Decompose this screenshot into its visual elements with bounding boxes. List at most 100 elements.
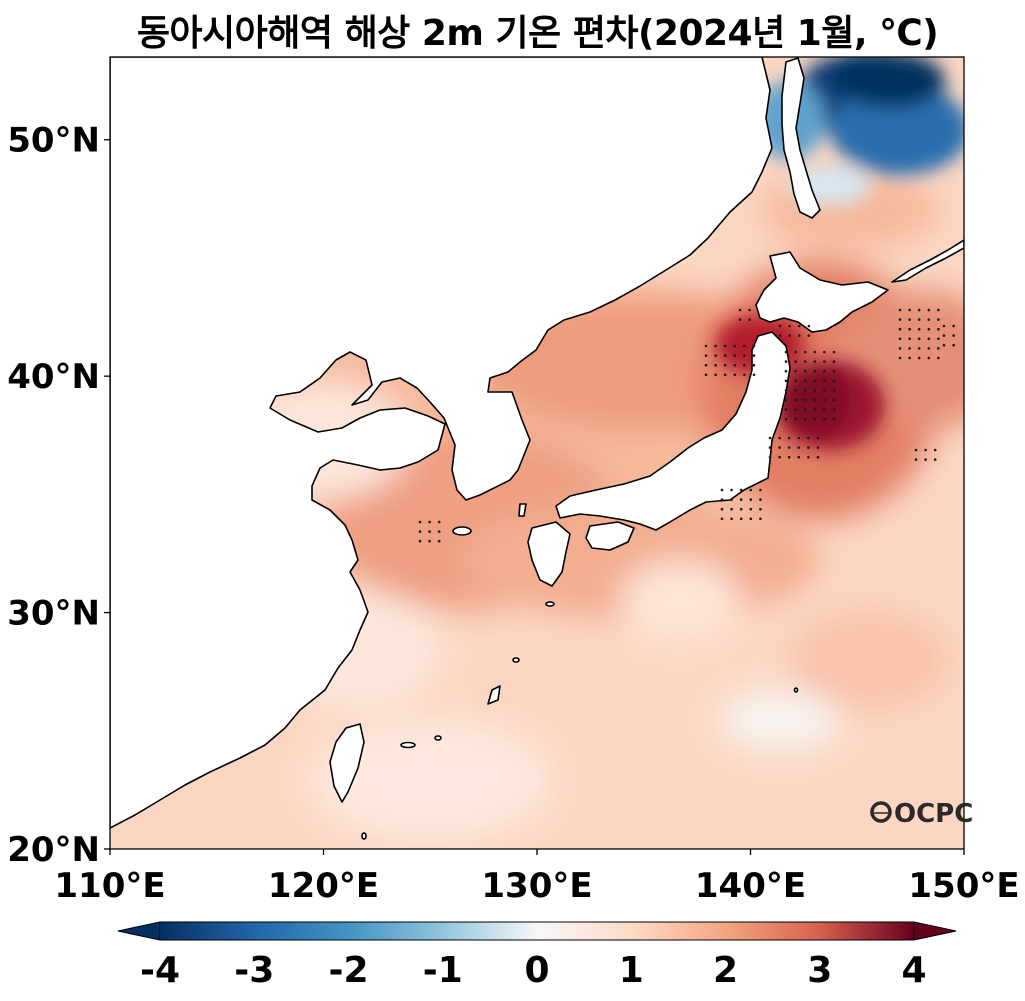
logo-text: OCPC (894, 799, 973, 829)
stipple-dot (428, 539, 431, 543)
stipple-dot (749, 498, 753, 501)
stipple-dot (927, 308, 931, 312)
stipple-dot (730, 517, 733, 521)
stipple-dot (908, 308, 911, 312)
stipple-dot (794, 389, 797, 392)
stipple-dot (730, 507, 733, 511)
stipple-dot (787, 455, 791, 459)
stipple-dot (794, 369, 797, 373)
stipple-dot (803, 350, 807, 354)
stipple-dot (784, 398, 788, 402)
stipple-dot (813, 389, 817, 392)
stipple-dot (784, 389, 788, 392)
stipple-dot (730, 488, 733, 492)
stipple-dot (803, 360, 807, 363)
stipple-dot (437, 539, 441, 543)
stipple-dot (908, 356, 911, 360)
stipple-dot (952, 343, 955, 347)
hokkaido (755, 251, 889, 333)
stipple-dot (807, 436, 810, 440)
stipple-dot (917, 318, 921, 321)
stipple-dot (813, 379, 817, 383)
colorbar-tick-label: -3 (234, 950, 274, 991)
colorbar-tick-label: -4 (140, 950, 180, 991)
okinawa (487, 685, 501, 705)
stipple-dot (794, 398, 797, 402)
tsushima (518, 503, 527, 517)
stipple-dot (759, 517, 762, 521)
stipple-dot (927, 327, 931, 331)
stipple-dot (752, 373, 756, 377)
mainland-asia (110, 57, 773, 829)
colorbar: -4 -3 -2 -1 0 1 2 3 4 (117, 921, 957, 991)
stipple-dot (807, 446, 810, 449)
stipple-dot (714, 344, 717, 348)
stipple-dot (784, 408, 788, 411)
stipple-dot (723, 344, 727, 348)
stipple-dot (418, 520, 422, 524)
stipple-dot (813, 398, 817, 402)
island-small-5 (361, 832, 367, 840)
stipple-dot (942, 324, 946, 328)
stipple-dot (749, 507, 753, 511)
stipple-dot (788, 324, 791, 328)
x-tick-label: 110°E (54, 866, 165, 906)
colorbar-tick-label: 3 (807, 950, 832, 991)
stipple-dot (914, 448, 918, 452)
stipple-dot (937, 337, 940, 341)
stipple-dot (437, 530, 441, 533)
colorbar-tick-label: -1 (423, 950, 463, 991)
stipple-dot (937, 327, 940, 331)
stipple-dot (704, 344, 708, 348)
colorbar-tick-label: 4 (901, 950, 926, 991)
x-tick-label: 120°E (268, 866, 379, 906)
stipple-dot (933, 458, 937, 461)
stipple-dot (759, 488, 762, 492)
stipple-dot (927, 318, 931, 321)
stipple-dot (898, 318, 902, 321)
stipple-dot (784, 360, 788, 363)
stipple-dot (752, 363, 756, 367)
stipple-dot (759, 498, 762, 501)
ocpc-logo: OCPC (870, 799, 973, 829)
stipple-dot (723, 373, 727, 377)
stipple-dot (823, 398, 826, 402)
stipple-dot (942, 343, 946, 347)
stipple-dot (917, 337, 921, 341)
colorbar-extend-min (117, 921, 161, 941)
stipple-dot (797, 455, 801, 459)
stipple-dot (778, 446, 781, 449)
stipple-dot (418, 539, 422, 543)
y-tick-label: 40°N (7, 357, 100, 397)
taiwan (329, 723, 365, 803)
stipple-dot (733, 373, 737, 377)
shikoku (585, 521, 635, 551)
stipple-dot (914, 458, 918, 461)
stipple-dot (823, 379, 826, 383)
land-masses (110, 57, 964, 840)
stipple-dot (723, 354, 727, 357)
stipple-dot (743, 373, 746, 377)
colorbar-extend-max (913, 921, 957, 941)
island-small-6 (793, 687, 799, 693)
stipple-dot (803, 398, 807, 402)
stipple-dot (784, 350, 788, 354)
stipple-dot (797, 334, 801, 337)
island-small-2 (400, 741, 416, 749)
stipple-dot (733, 363, 737, 367)
stipple-dot (823, 350, 826, 354)
stipple-dot (803, 369, 807, 373)
stipple-dot (418, 530, 422, 533)
stipple-dot (739, 517, 743, 521)
honshu (555, 331, 791, 531)
stipple-dot (908, 347, 911, 350)
stipple-dot (704, 363, 708, 367)
stipple-dot (937, 318, 940, 321)
stipple-dot (720, 507, 724, 511)
stipple-dot (738, 308, 742, 312)
stipple-dot (778, 324, 782, 328)
stipple-dot (748, 308, 751, 312)
stipple-dot (720, 517, 724, 521)
stipple-dot (778, 334, 782, 337)
stipple-dot (803, 379, 807, 383)
